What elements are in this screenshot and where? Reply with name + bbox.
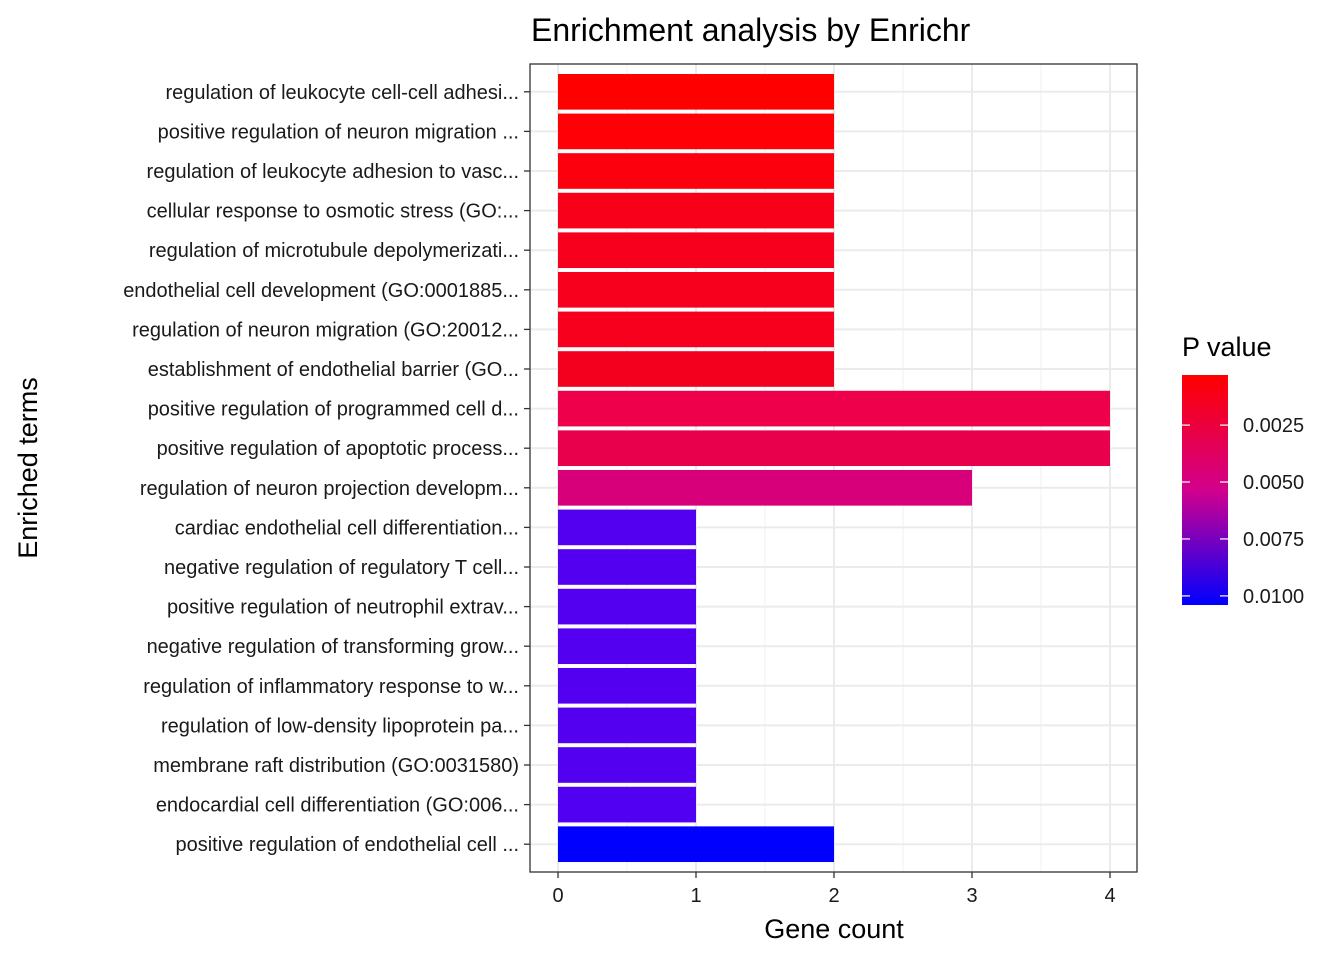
x-tick-label: 0 xyxy=(552,885,563,907)
y-tick-label: negative regulation of transforming grow… xyxy=(147,636,519,658)
bar xyxy=(558,707,696,744)
y-tick-label: regulation of neuron projection developm… xyxy=(140,478,519,500)
y-axis: regulation of leukocyte cell-cell adhesi… xyxy=(123,82,530,856)
x-axis: 0 1 2 3 4 xyxy=(552,872,1116,907)
legend-colorbar xyxy=(1182,375,1228,605)
y-tick-label: regulation of microtubule depolymerizati… xyxy=(149,240,519,262)
y-tick-label: positive regulation of apoptotic process… xyxy=(157,438,519,460)
y-tick-label: establishment of endothelial barrier (GO… xyxy=(148,359,519,381)
y-tick-label: regulation of leukocyte cell-cell adhesi… xyxy=(165,82,519,104)
legend-tick-label: 0.0050 xyxy=(1243,472,1304,494)
bar xyxy=(558,747,696,783)
legend: P value 0.0025 0.0050 0.0075 0.0100 xyxy=(1182,332,1304,608)
x-tick-label: 1 xyxy=(690,885,701,907)
y-tick-label: membrane raft distribution (GO:0031580) xyxy=(153,755,519,777)
bar xyxy=(558,232,834,269)
bar xyxy=(558,469,972,506)
y-tick-label: negative regulation of regulatory T cell… xyxy=(164,557,519,579)
bar xyxy=(558,430,1110,467)
bar xyxy=(558,628,696,665)
y-tick-label: positive regulation of neutrophil extrav… xyxy=(167,597,519,619)
y-tick-label: endothelial cell development (GO:0001885… xyxy=(123,280,519,302)
y-tick-label: cellular response to osmotic stress (GO:… xyxy=(147,201,519,223)
bar xyxy=(558,311,834,348)
chart-title: Enrichment analysis by Enrichr xyxy=(531,12,971,48)
y-tick-label: endocardial cell differentiation (GO:006… xyxy=(156,795,519,817)
legend-tick-label: 0.0075 xyxy=(1243,529,1304,551)
bar xyxy=(558,786,696,823)
bar xyxy=(558,153,834,189)
legend-ticks: 0.0025 0.0050 0.0075 0.0100 xyxy=(1182,415,1304,608)
y-tick-label: positive regulation of neuron migration … xyxy=(158,121,519,143)
y-tick-label: positive regulation of programmed cell d… xyxy=(148,399,519,421)
bar xyxy=(558,192,834,229)
bar xyxy=(558,549,696,585)
legend-tick-label: 0.0100 xyxy=(1243,586,1304,608)
bar xyxy=(558,509,696,546)
legend-title: P value xyxy=(1182,332,1272,362)
bar xyxy=(558,351,834,387)
x-tick-label: 2 xyxy=(828,885,839,907)
bar xyxy=(558,390,1110,427)
x-tick-label: 4 xyxy=(1104,885,1115,907)
y-tick-label: regulation of inflammatory response to w… xyxy=(143,676,519,698)
y-tick-label: cardiac endothelial cell differentiation… xyxy=(175,517,519,539)
y-axis-title: Enriched terms xyxy=(13,377,43,559)
bar xyxy=(558,667,696,704)
bar xyxy=(558,73,834,110)
bar xyxy=(558,588,696,625)
legend-tick-label: 0.0025 xyxy=(1243,415,1304,437)
bar xyxy=(558,113,834,150)
x-tick-label: 3 xyxy=(966,885,977,907)
y-tick-label: regulation of leukocyte adhesion to vasc… xyxy=(147,161,519,183)
x-axis-title: Gene count xyxy=(764,914,904,944)
y-tick-label: regulation of neuron migration (GO:20012… xyxy=(132,319,519,341)
y-tick-label: positive regulation of endothelial cell … xyxy=(175,834,519,856)
bars xyxy=(558,73,1110,863)
bar xyxy=(558,271,834,308)
bar xyxy=(558,826,834,863)
y-tick-label: regulation of low-density lipoprotein pa… xyxy=(161,715,519,737)
